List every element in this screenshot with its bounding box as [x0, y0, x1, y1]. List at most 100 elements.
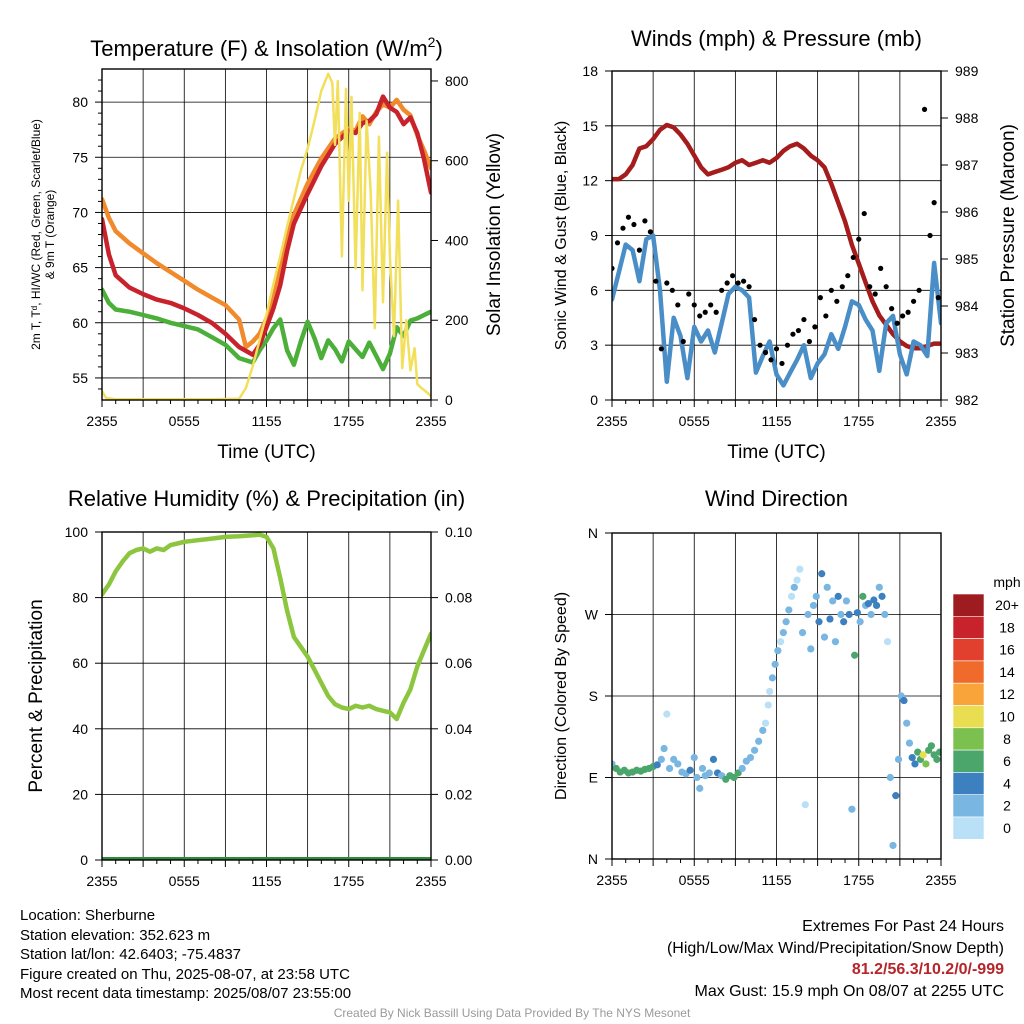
y2-tick-label: 0.06: [445, 655, 472, 671]
gust-point: [817, 295, 823, 301]
x-tick-label: 1755: [333, 413, 364, 429]
x-tick-label: 1755: [843, 413, 874, 429]
gust-point: [795, 327, 802, 334]
gust-point: [806, 338, 813, 345]
direction-point: [750, 746, 759, 754]
legend-swatch: [952, 660, 985, 684]
gust-point: [878, 265, 884, 271]
direction-point: [848, 805, 856, 813]
x-tick-label: 2355: [86, 413, 117, 429]
y-tick-label: 70: [72, 204, 88, 220]
direction-point: [842, 597, 851, 605]
direction-point: [705, 769, 713, 777]
gust-point: [751, 316, 758, 323]
y-axis-label: Direction (Colored By Speed): [553, 592, 570, 800]
gust-point: [642, 218, 648, 224]
x-axis-label: Time (UTC): [217, 442, 316, 463]
direction-point: [764, 701, 772, 709]
direction-point: [856, 618, 864, 626]
gust-point: [834, 298, 840, 304]
legend-swatch: [952, 705, 985, 729]
legend-swatch: [952, 615, 985, 639]
gust-point: [812, 324, 818, 330]
y2-tick-label: 0.10: [445, 524, 472, 540]
gust-point: [669, 287, 675, 293]
extremes-values: 81.2/56.3/10.2/0/-999: [851, 961, 1004, 978]
y-tick-label: 40: [72, 721, 88, 737]
station-elevation: Station elevation: 352.623 m: [20, 926, 211, 944]
x-tick-label: 2355: [925, 413, 956, 429]
y2-axis-label: Solar Insolation (Yellow): [484, 133, 505, 336]
y-tick-label: E: [589, 770, 598, 786]
chart-title-text-end: ): [435, 36, 442, 61]
y-tick-label: 55: [72, 370, 88, 386]
y-tick-label: W: [585, 607, 599, 623]
direction-point: [793, 576, 801, 584]
direction-point: [886, 773, 894, 782]
gust-point: [823, 313, 829, 319]
series-group: [612, 565, 941, 850]
gust-point: [790, 331, 796, 337]
direction-point: [905, 739, 914, 747]
y2-tick-label: 983: [955, 345, 979, 361]
legend-label: 20+: [995, 597, 1019, 613]
chart-title: Temperature (F) & Insolation (W/m2): [90, 34, 443, 61]
y2-tick-label: 0.08: [445, 590, 472, 606]
y-tick-label: 20: [72, 786, 88, 802]
gust-point: [675, 302, 681, 308]
gust-point: [927, 232, 933, 239]
direction-point: [660, 744, 668, 753]
legend-swatch: [952, 638, 985, 662]
extremes-panel: Extremes For Past 24 Hours (High/Low/Max…: [667, 916, 1004, 1002]
series-line-2: [612, 233, 941, 388]
y-axis-label: Sonic Wind & Gust (Blue, Black): [553, 121, 570, 350]
x-tick-label: 0555: [679, 413, 710, 429]
direction-point: [768, 674, 776, 682]
y2-tick-label: 987: [955, 157, 979, 173]
chart-panel-1: 2355 0555 1155 1755 235555606570758002004006…: [29, 34, 505, 463]
y-tick-label: 0: [80, 852, 88, 868]
station-latlon: Station lat/lon: 42.6403; -75.4837: [20, 946, 242, 964]
y-tick-label: 15: [582, 118, 598, 134]
y2-tick-label: 600: [445, 153, 469, 169]
direction-point: [807, 645, 815, 653]
gust-point: [784, 342, 791, 348]
x-tick-label: 2355: [596, 413, 627, 429]
y-axis-label: Percent & Precipitation: [26, 599, 47, 792]
gust-point: [905, 309, 911, 315]
y2-tick-label: 982: [955, 392, 979, 408]
chart-panel-2: 2355 0555 1155 1755 2355 0 3 6 9 12 15 18 982 983 984 9…: [553, 26, 1019, 463]
direction-point: [766, 687, 774, 696]
extremes-heading: Extremes For Past 24 Hours: [802, 918, 1004, 935]
y2-axis-label: Station Pressure (Maroon): [998, 124, 1019, 347]
gust-point: [664, 280, 670, 286]
y2-tick-label: 0.00: [445, 852, 472, 868]
direction-point: [790, 583, 798, 591]
gust-point: [861, 210, 867, 217]
series-line-3: [102, 94, 431, 358]
direction-point: [774, 647, 782, 655]
direction-point: [674, 760, 682, 768]
gust-point: [910, 298, 917, 304]
direction-point: [823, 583, 831, 591]
direction-point: [696, 784, 704, 792]
direction-point: [709, 755, 718, 763]
direction-point: [693, 773, 701, 782]
y2-tick-label: 800: [445, 73, 469, 89]
gust-point: [801, 316, 807, 323]
legend-label: 0: [1003, 820, 1011, 836]
y-tick-label: N: [588, 851, 598, 867]
station-location: Location: Sherburne: [20, 907, 156, 924]
y2-tick-label: 0.02: [445, 786, 472, 802]
y-tick-label: 6: [590, 282, 598, 298]
y-tick-label: N: [588, 525, 598, 541]
gust-point: [916, 287, 922, 293]
direction-point: [653, 761, 661, 769]
gust-point: [730, 273, 736, 279]
x-tick-label: 1755: [843, 872, 874, 888]
direction-point: [878, 592, 886, 600]
x-tick-label: 1155: [251, 873, 281, 889]
y2-tick-label: 988: [955, 110, 979, 126]
x-tick-label: 1755: [333, 873, 364, 889]
legend-label: 12: [999, 686, 1015, 702]
